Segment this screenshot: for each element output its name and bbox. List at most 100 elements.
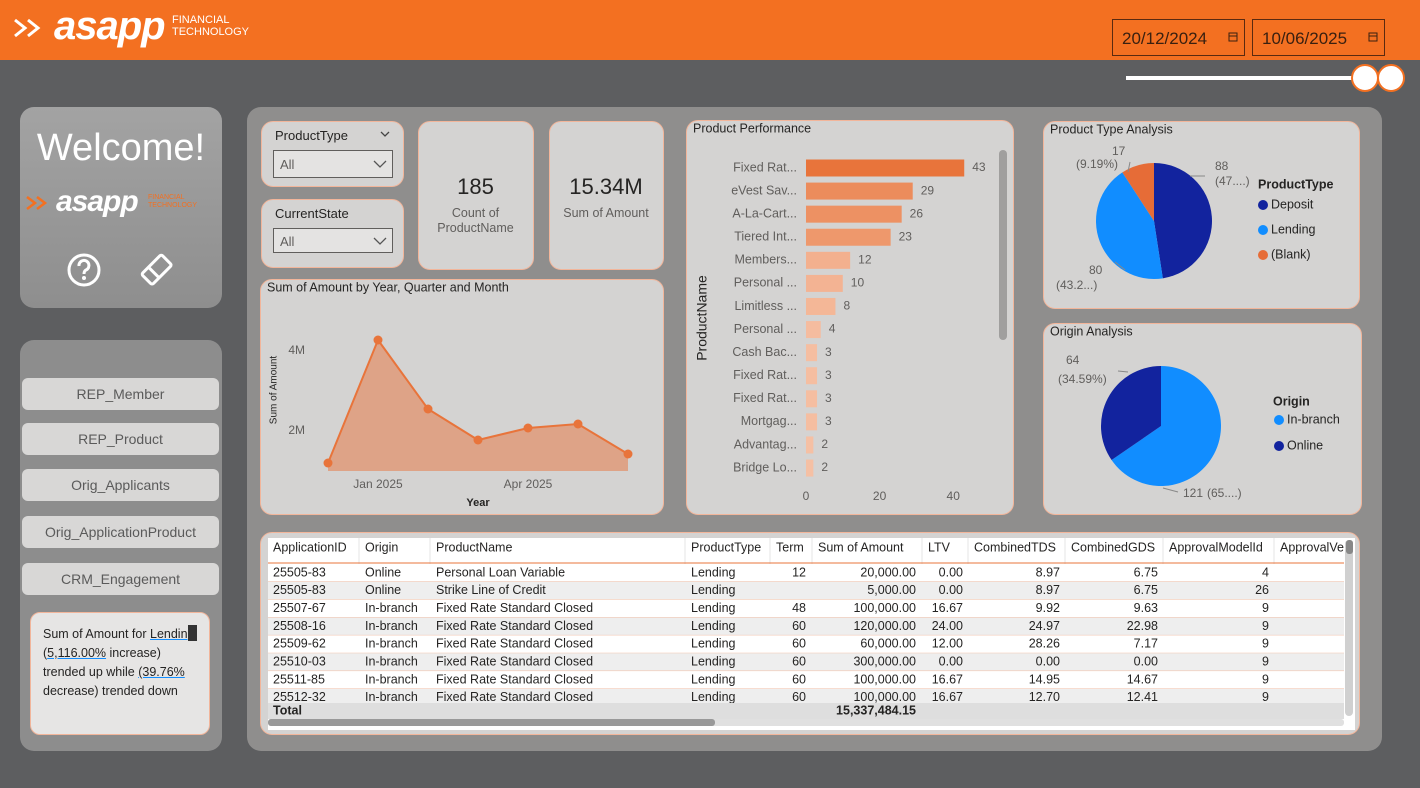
filter-dropdown[interactable]: All (273, 228, 393, 253)
table-cell: 25505-83 (273, 565, 326, 579)
pie-slice (1111, 366, 1221, 486)
bar (806, 182, 913, 200)
table-cell: 0.00 (939, 565, 963, 579)
date-end[interactable]: 10/06/2025 (1252, 19, 1385, 56)
help-icon[interactable] (66, 252, 106, 288)
data-label: (9.19%) (1076, 157, 1118, 171)
narrative-text: increase) trended up while (43, 646, 161, 679)
table-cell: 12 (792, 565, 806, 579)
table-cell: 16.67 (932, 672, 963, 686)
logo-sub: FINANCIAL TECHNOLOGY (172, 14, 249, 38)
kpi-label: Sum of Amount (563, 206, 649, 220)
nav-button[interactable]: Orig_ApplicationProduct (22, 516, 219, 548)
table-cell: 60 (792, 637, 806, 651)
logo-sub-line: FINANCIAL (172, 14, 230, 26)
scrollbar-track (1345, 540, 1353, 716)
date-start[interactable]: 20/12/2024 (1112, 19, 1245, 56)
table-cell: Fixed Rate Standard Closed (436, 637, 593, 651)
table-cell: Personal Loan Variable (436, 565, 565, 579)
area (328, 340, 628, 471)
date-slider[interactable] (1120, 62, 1410, 96)
column-header: LTV (928, 540, 951, 554)
table-row (268, 564, 1344, 582)
filter-dropdown[interactable]: All (273, 150, 393, 178)
scrollbar[interactable] (1346, 540, 1353, 554)
narrative-text: Sum of Amount for (43, 627, 150, 641)
table-cell: 25512-32 (273, 690, 326, 704)
logo-chevrons (14, 18, 41, 38)
narrative-text: ( (43, 646, 48, 660)
table-cell: 6.75 (1134, 565, 1158, 579)
kpi-value: 185 (457, 174, 494, 199)
category-label: Fixed Rat... (733, 368, 797, 382)
category-label: Bridge Lo... (733, 460, 797, 474)
table-cell: 24.00 (932, 619, 963, 633)
nav-button[interactable]: CRM_Engagement (22, 563, 219, 595)
table-cell: 9 (1262, 690, 1269, 704)
table-cell: 0.00 (1134, 655, 1158, 669)
table-cell: Fixed Rate Standard Closed (436, 690, 593, 704)
scrollbar[interactable] (999, 150, 1007, 340)
table-cell: 25505-83 (273, 583, 326, 597)
welcome-panel: Welcome! asapp FINANCIAL TECHNOLOGY (20, 107, 222, 308)
chart-title: Product Type Analysis (1050, 122, 1173, 136)
table-cell: 14.67 (1127, 672, 1158, 686)
legend-title: Origin (1273, 394, 1310, 408)
data-point (623, 449, 633, 459)
leader-line (1162, 487, 1179, 493)
logo-text: asapp (56, 185, 139, 218)
data-label: 64 (1066, 353, 1080, 367)
table-cell: 60 (792, 672, 806, 686)
logo-text: asapp (54, 4, 166, 48)
table-cell: 12.41 (1127, 690, 1158, 704)
y-tick-label: 4M (288, 343, 305, 357)
bar (806, 459, 814, 477)
table-row (268, 688, 1344, 703)
data-label: 121 (1183, 486, 1203, 500)
chevron (373, 237, 387, 245)
nav-button[interactable]: REP_Product (22, 423, 219, 455)
table-cell: 100,000.00 (853, 601, 916, 615)
total-row (268, 703, 1344, 719)
welcome-text: Welcome! (36, 127, 206, 169)
bar (806, 251, 851, 269)
data-label: 3 (825, 345, 832, 359)
table-cell: 12.00 (932, 637, 963, 651)
nav-button[interactable]: REP_Member (22, 378, 219, 410)
y-axis-label: Sum of Amount (269, 356, 280, 425)
x-axis-label: Year (466, 497, 490, 509)
data-label: 29 (921, 183, 935, 197)
x-tick-label: Apr 2025 (504, 477, 553, 491)
scrollbar[interactable] (268, 719, 715, 726)
logo-sub-line: TECHNOLOGY (172, 26, 250, 38)
table-cell: In-branch (365, 655, 418, 669)
bar (806, 436, 814, 454)
table-cell: 100,000.00 (853, 672, 916, 686)
date-text: 10/06/2025 (1262, 29, 1348, 48)
y-axis-label: ProductName (694, 275, 710, 361)
data-label: 3 (825, 414, 832, 428)
total-value: 15,337,484.15 (836, 703, 916, 717)
pie-slice (1096, 172, 1163, 279)
bar (806, 228, 891, 246)
category-label: Cash Bac... (732, 345, 797, 359)
data-label: 12 (858, 252, 872, 266)
table-cell: Lending (691, 690, 736, 704)
data-point (523, 423, 533, 433)
table-row (268, 617, 1344, 636)
nav-button[interactable]: Orig_Applicants (22, 469, 219, 501)
legend-label: Online (1287, 438, 1323, 452)
narrative-text: (39.76% (138, 665, 185, 679)
category-label: Fixed Rat... (733, 160, 797, 174)
narrative-text: Lending (150, 627, 195, 641)
filter-value: All (280, 234, 295, 249)
table-cell: 4 (1262, 565, 1269, 579)
table-cell: 300,000.00 (853, 655, 916, 669)
data-label: 3 (825, 368, 832, 382)
legend-label: (Blank) (1271, 247, 1311, 261)
chart-title: Product Performance (693, 121, 811, 135)
eraser-icon[interactable] (138, 251, 178, 289)
filter-label: ProductType (275, 128, 348, 143)
table-cell: Online (365, 583, 401, 597)
